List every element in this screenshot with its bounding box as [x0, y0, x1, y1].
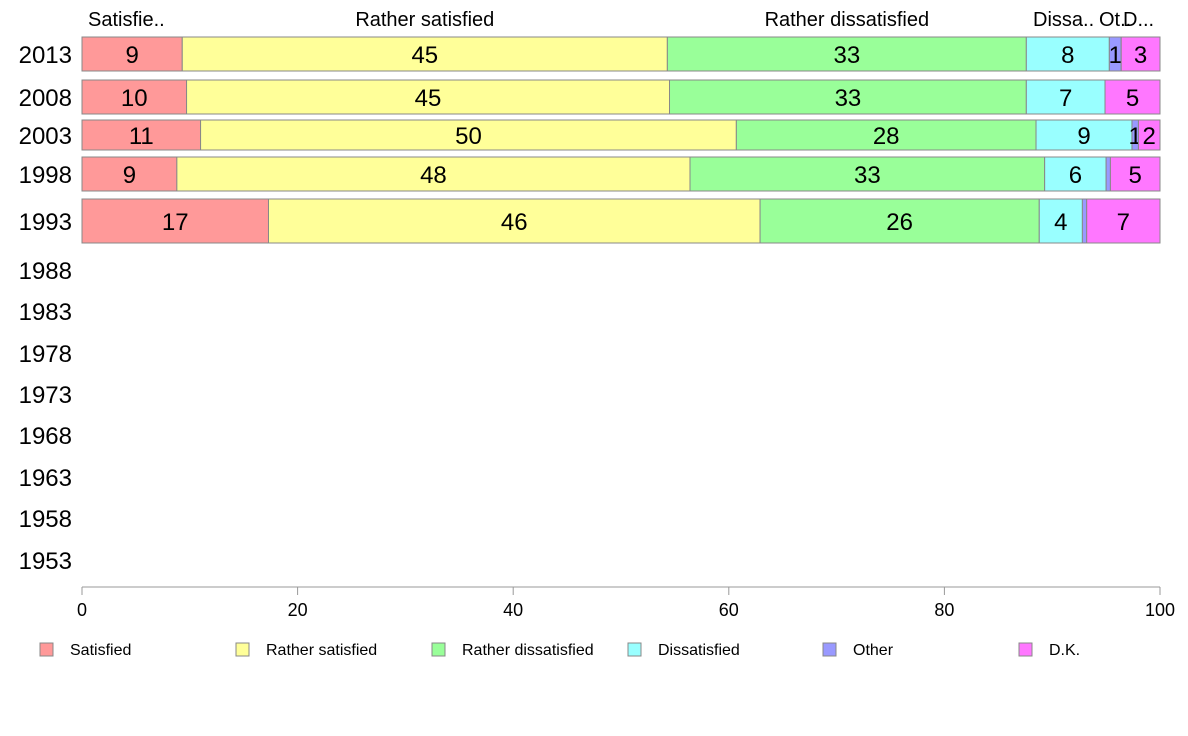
bar-segment	[267, 198, 761, 244]
bar-segment	[1035, 119, 1133, 151]
x-tick-label: 60	[719, 600, 739, 620]
top-category-label: D...	[1123, 9, 1154, 31]
bar-segment	[666, 36, 1027, 72]
x-tick-label: 80	[934, 600, 954, 620]
legend-swatch	[627, 642, 642, 657]
legend-swatch	[822, 642, 837, 657]
legend-label: Rather satisfied	[266, 642, 377, 659]
value-label: 45	[411, 42, 438, 69]
bar-segment	[186, 79, 671, 115]
year-label: 2003	[19, 123, 72, 150]
year-label: 1998	[19, 162, 72, 189]
legend-label: Other	[853, 642, 894, 659]
value-label: 46	[501, 209, 528, 236]
year-label: 1953	[19, 548, 72, 575]
legend-swatch	[39, 642, 54, 657]
value-label: 28	[873, 123, 900, 150]
bar-segment	[1120, 36, 1161, 72]
bar-segment	[1105, 156, 1111, 192]
bar-segment	[181, 36, 668, 72]
bar-segment	[81, 36, 183, 72]
bar-segment	[735, 119, 1037, 151]
value-label: 33	[833, 42, 860, 69]
value-label: 5	[1129, 162, 1142, 189]
value-label: 3	[1134, 42, 1147, 69]
top-category-label: Dissa..	[1033, 9, 1094, 31]
value-label: 2	[1143, 123, 1156, 150]
value-label: 33	[835, 85, 862, 112]
bar-segment	[81, 79, 188, 115]
bar-segment	[1086, 198, 1161, 244]
bar-segment	[689, 156, 1046, 192]
year-label: 1983	[19, 299, 72, 326]
value-label: 48	[420, 162, 447, 189]
bar-segment	[759, 198, 1040, 244]
top-category-label: Satisfie..	[88, 9, 165, 31]
value-label: 45	[415, 85, 442, 112]
legend-swatch	[235, 642, 250, 657]
bar-segment	[1137, 119, 1161, 151]
value-label: 9	[125, 42, 138, 69]
legend-label: Satisfied	[70, 642, 131, 659]
bar-segment	[1038, 198, 1083, 244]
year-label: 2008	[19, 85, 72, 112]
x-tick-label: 100	[1145, 600, 1175, 620]
bar-segment	[81, 119, 202, 151]
value-label: 7	[1059, 85, 1072, 112]
value-label: 11	[129, 123, 154, 150]
value-label: 7	[1117, 209, 1130, 236]
year-label: 1973	[19, 382, 72, 409]
value-label: 9	[123, 162, 136, 189]
bar-segment	[1044, 156, 1107, 192]
bar-segment	[81, 198, 269, 244]
year-label: 1993	[19, 209, 72, 236]
value-label: 50	[455, 123, 482, 150]
value-label: 10	[121, 85, 148, 112]
legend-swatch	[431, 642, 446, 657]
legend-label: Rather dissatisfied	[462, 642, 594, 659]
value-label: 1	[1109, 42, 1122, 69]
x-tick-label: 40	[503, 600, 523, 620]
legend-label: Dissatisfied	[658, 642, 740, 659]
bar-segment	[81, 156, 178, 192]
bar-segment	[1025, 79, 1106, 115]
value-label: 17	[162, 209, 189, 236]
value-label: 9	[1077, 123, 1090, 150]
year-label: 1968	[19, 423, 72, 450]
year-label: 1978	[19, 341, 72, 368]
value-label: 26	[886, 209, 913, 236]
bar-segment	[200, 119, 737, 151]
bar-segment	[1081, 198, 1088, 244]
year-label: 1958	[19, 506, 72, 533]
value-label: 5	[1126, 85, 1139, 112]
value-label: 6	[1069, 162, 1082, 189]
bar-segment	[1104, 79, 1161, 115]
year-label: 1988	[19, 258, 72, 285]
bar-segment	[1109, 156, 1161, 192]
legend-label: D.K.	[1049, 642, 1080, 659]
value-label: 4	[1054, 209, 1067, 236]
top-category-label: Rather dissatisfied	[765, 9, 930, 31]
x-tick-label: 0	[77, 600, 87, 620]
bar-segment	[176, 156, 691, 192]
top-category-label: Ot..	[1099, 9, 1131, 31]
legend-swatch	[1018, 642, 1033, 657]
x-tick-label: 20	[288, 600, 308, 620]
year-label: 1963	[19, 465, 72, 492]
value-label: 8	[1061, 42, 1074, 69]
year-label: 2013	[19, 42, 72, 69]
top-category-label: Rather satisfied	[355, 9, 494, 31]
bar-segment	[669, 79, 1027, 115]
value-label: 33	[854, 162, 881, 189]
